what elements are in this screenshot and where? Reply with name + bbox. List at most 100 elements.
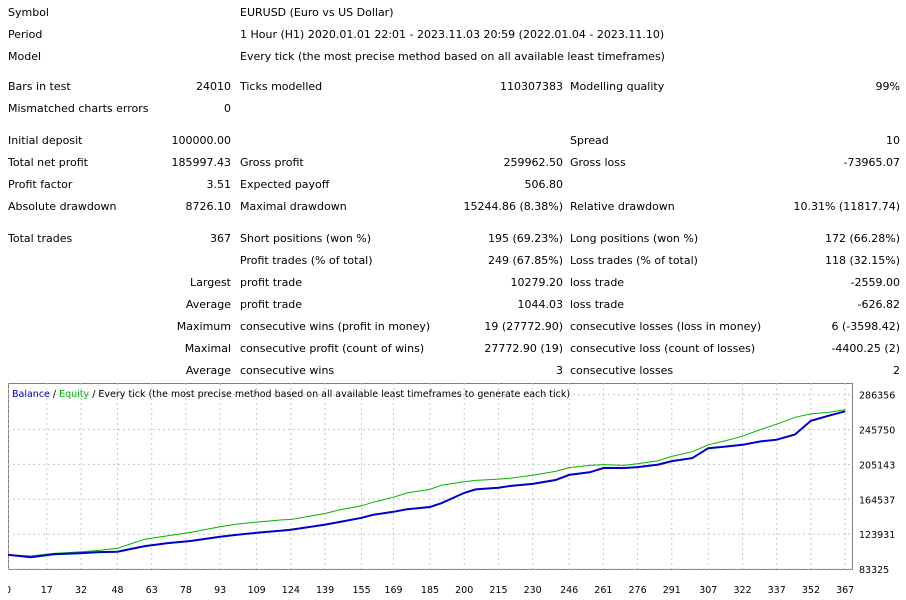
x-tick-label: 307 [699,585,717,596]
model-value: Every tick (the most precise method base… [240,50,665,63]
x-tick-label: 261 [594,585,612,596]
x-tick-label: 48 [111,585,123,596]
legend-equity: Equity [59,389,89,400]
deposit-value: 100000.00 [171,134,232,147]
trades-label: Total trades [8,232,73,245]
average-loss-value: -626.82 [857,298,900,311]
balance-equity-chart: Balance / Equity / Every tick (the most … [8,383,895,596]
balance-series-line [8,410,846,559]
largest-loss-value: -2559.00 [850,276,900,289]
spread-value: 10 [886,134,900,147]
y-tick-label: 164537 [859,495,895,506]
maximal-profit-label: consecutive profit (count of wins) [240,342,425,355]
reldd-value: 10.31% (11817.74) [793,200,900,213]
spread-label: Spread [570,134,609,147]
average-label: Average [185,298,231,311]
x-tick-label: 367 [836,585,854,596]
x-tick-label: 291 [663,585,681,596]
x-tick-label: 109 [248,585,266,596]
average2-label: Average [185,364,231,377]
ticks-label: Ticks modelled [240,80,323,93]
ltrades-value: 118 (32.15%) [824,254,900,267]
legend-rest: / Every tick (the most precise method ba… [89,389,570,400]
max-losses-value: 6 (-3598.42) [831,320,900,333]
payoff-label: Expected payoff [240,178,330,191]
max-losses-label: consecutive losses (loss in money) [570,320,762,333]
average-loss-label: loss trade [570,298,625,311]
ptrades-value: 249 (67.85%) [487,254,563,267]
model-label: Model [8,50,42,63]
quality-value: 99% [875,80,900,93]
period-label: Period [8,28,43,41]
mismatch-value: 0 [224,102,231,115]
maximal-loss-label: consecutive loss (count of losses) [570,342,756,355]
max-wins-value: 19 (27772.90) [484,320,563,333]
maximal-profit-value: 27772.90 (19) [484,342,563,355]
period-value: 1 Hour (H1) 2020.01.01 22:01 - 2023.11.0… [240,28,665,41]
long-value: 172 (66.28%) [824,232,900,245]
deposit-label: Initial deposit [8,134,83,147]
grossloss-value: -73965.07 [843,156,900,169]
y-tick-label: 205143 [859,460,895,471]
grossprofit-label: Gross profit [240,156,304,169]
x-tick-label: 32 [75,585,87,596]
chart-grid [8,383,852,570]
y-tick-labels: 286356 245750 205143 164537 123931 83325 [859,391,895,576]
avg-wins-label: consecutive wins [240,364,335,377]
x-tick-label: 124 [282,585,300,596]
payoff-value: 506.80 [524,178,564,191]
avg-wins-value: 3 [556,364,563,377]
x-tick-label: 169 [384,585,402,596]
maxdd-value: 15244.86 (8.38%) [463,200,563,213]
average-profit-label: profit trade [240,298,303,311]
maxdd-label: Maximal drawdown [240,200,347,213]
chart-legend: Balance / Equity / Every tick (the most … [12,389,570,400]
equity-series-line [8,409,846,557]
max-wins-label: consecutive wins (profit in money) [240,320,431,333]
x-tick-label: 215 [489,585,507,596]
x-tick-label: 63 [146,585,158,596]
grossprofit-value: 259962.50 [503,156,564,169]
absdd-label: Absolute drawdown [8,200,117,213]
ltrades-label: Loss trades (% of total) [570,254,698,267]
absdd-value: 8726.10 [185,200,232,213]
bars-value: 24010 [196,80,231,93]
avg-losses-label: consecutive losses [570,364,674,377]
symbol-value: EURUSD (Euro vs US Dollar) [240,6,394,19]
ticks-value: 110307383 [500,80,563,93]
legend-balance: Balance [12,389,50,400]
mismatch-label: Mismatched charts errors [8,102,149,115]
grossloss-label: Gross loss [570,156,626,169]
y-tick-label: 83325 [859,565,889,576]
largest-loss-label: loss trade [570,276,625,289]
legend-sep: / [50,389,59,400]
x-tick-label: 322 [733,585,751,596]
x-tick-label: 78 [180,585,192,596]
x-tick-label: 276 [629,585,647,596]
y-tick-label: 245750 [859,426,895,437]
reldd-label: Relative drawdown [570,200,675,213]
quality-label: Modelling quality [570,80,665,93]
maximal-label: Maximal [184,342,231,355]
bars-label: Bars in test [8,80,71,93]
short-value: 195 (69.23%) [487,232,563,245]
avg-losses-value: 2 [893,364,900,377]
ptrades-label: Profit trades (% of total) [240,254,373,267]
maximal-loss-value: -4400.25 (2) [831,342,900,355]
x-tick-label: 155 [352,585,370,596]
pf-label: Profit factor [8,178,73,191]
x-tick-label: 93 [214,585,226,596]
x-tick-label: 230 [524,585,542,596]
x-tick-label: 0 [8,585,11,596]
maximum-label: Maximum [176,320,231,333]
x-tick-label: 185 [421,585,439,596]
netprofit-label: Total net profit [8,156,88,169]
largest-label: Largest [190,276,231,289]
x-tick-label: 337 [768,585,786,596]
x-tick-label: 352 [802,585,820,596]
x-tick-label: 17 [41,585,53,596]
chart-plot-frame [8,383,853,570]
largest-profit-label: profit trade [240,276,303,289]
long-label: Long positions (won %) [570,232,699,245]
symbol-label: Symbol [8,6,49,19]
